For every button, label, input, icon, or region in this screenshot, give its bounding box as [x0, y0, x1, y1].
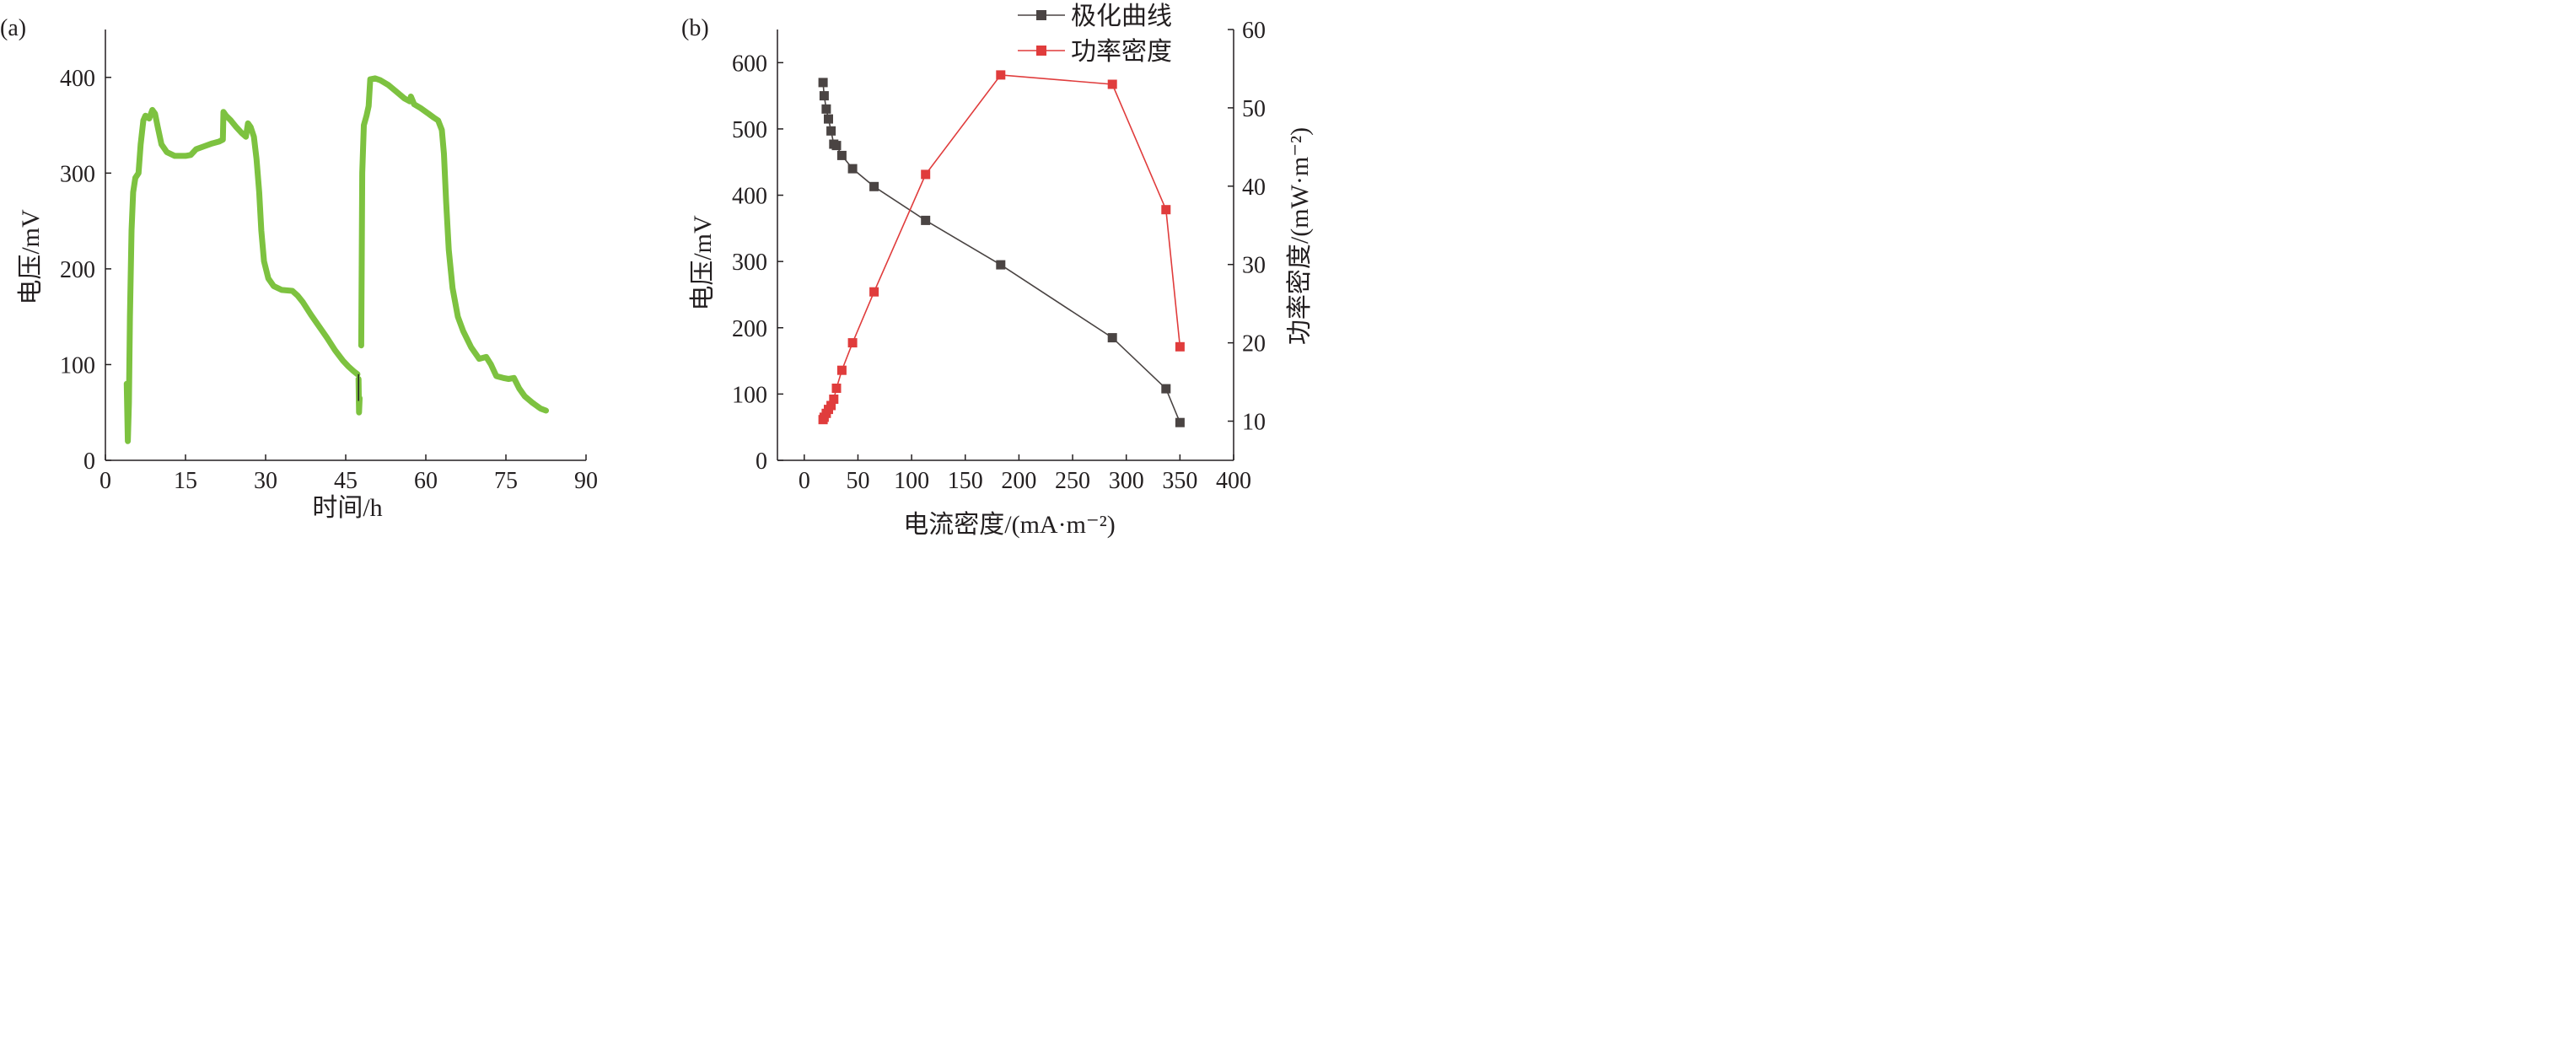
y-tick-label: 400	[732, 184, 767, 210]
y2-tick-label: 20	[1242, 331, 1266, 357]
power-point	[836, 365, 847, 375]
y2-tick-label: 10	[1242, 410, 1266, 436]
power-line	[822, 74, 1181, 421]
polarization-point	[869, 181, 879, 191]
voltage-line-segment-1	[123, 106, 361, 444]
power-point	[1175, 341, 1185, 352]
x-tick-label: 0	[799, 468, 810, 494]
x-tick-label: 0	[99, 468, 111, 494]
x-tick-label: 400	[1216, 468, 1251, 494]
power-point	[831, 384, 842, 393]
polarization-point	[831, 141, 842, 151]
power-point	[829, 395, 839, 404]
power-point	[847, 338, 858, 348]
polarization-point	[821, 104, 831, 114]
x-ticks: 0 15 30 45 60 75 90	[99, 454, 598, 494]
polarization-point	[921, 215, 931, 225]
panel-label-b: (b)	[681, 15, 709, 41]
polarization-point	[826, 126, 836, 136]
y-tick-label: 300	[732, 250, 767, 276]
polarization-point	[824, 114, 833, 124]
y-tick-label: 200	[732, 316, 767, 342]
polarization-point	[1161, 384, 1171, 394]
x-tick-label: 15	[174, 468, 197, 494]
polarization-point	[818, 78, 828, 88]
y2-tick-label: 50	[1242, 96, 1266, 122]
power-point	[921, 169, 931, 180]
x-tick-label: 60	[414, 468, 438, 494]
legend-marker-power	[1036, 46, 1046, 56]
y2-ticks: 10 20 30 40 50 60	[1228, 18, 1266, 436]
x-tick-label: 150	[948, 468, 983, 494]
x-tick-label: 45	[334, 468, 358, 494]
x-axis-title: 电流密度/(mA·m⁻²)	[903, 511, 1115, 539]
x-axis-title: 时间/h	[312, 494, 382, 522]
power-point	[1107, 79, 1117, 89]
polarization-point	[996, 260, 1006, 270]
polarization-point	[836, 150, 847, 160]
x-tick-label: 250	[1055, 468, 1090, 494]
y-tick-label: 500	[732, 117, 767, 143]
y-tick-label: 0	[83, 449, 95, 475]
polarization-line	[822, 82, 1181, 423]
x-ticks: 0 50 100 150 200 250 300 350 400	[799, 454, 1251, 494]
power-point	[826, 400, 836, 411]
power-point	[1161, 205, 1171, 215]
y-tick-label: 100	[732, 382, 767, 408]
polarization-point	[819, 91, 829, 101]
series-voltage-group	[123, 75, 549, 444]
y-tick-label: 200	[60, 257, 95, 283]
y-tick-label: 0	[756, 449, 767, 475]
y-tick-label: 600	[732, 51, 767, 77]
y2-tick-label: 40	[1242, 175, 1266, 201]
polarization-point	[1175, 417, 1185, 427]
y-tick-label: 300	[60, 161, 95, 187]
power-point	[869, 287, 879, 297]
y-tick-label: 400	[60, 66, 95, 92]
y-axis-title: 电压/mV	[17, 209, 45, 305]
legend-marker-polarization	[1036, 10, 1046, 20]
chart-panel-b: (b) 0 50 100 150 200 250 300 350 400 0 100 200 300 4…	[681, 3, 1314, 539]
y2-tick-label: 30	[1242, 253, 1266, 279]
y-ticks: 0 100 200 300 400	[60, 66, 111, 475]
polarization-point	[847, 164, 858, 174]
y2-axis-title: 功率密度/(mW·m⁻²)	[1286, 127, 1314, 345]
voltage-line-segment-3	[358, 75, 549, 414]
series-group	[818, 70, 1185, 427]
x-tick-label: 200	[1001, 468, 1036, 494]
y-tick-label: 100	[60, 352, 95, 379]
y-axis-title: 电压/mV	[689, 215, 717, 311]
x-tick-label: 350	[1162, 468, 1197, 494]
legend-label-power: 功率密度	[1071, 38, 1172, 66]
y2-tick-label: 60	[1242, 18, 1266, 44]
x-tick-label: 75	[494, 468, 518, 494]
x-tick-label: 100	[894, 468, 929, 494]
legend: 极化曲线 功率密度	[1018, 3, 1172, 66]
x-tick-label: 90	[574, 468, 598, 494]
x-tick-label: 50	[846, 468, 869, 494]
y-ticks: 0 100 200 300 400 500 600	[732, 51, 783, 475]
panel-label-a: (a)	[0, 15, 26, 41]
polarization-point	[1107, 333, 1117, 343]
legend-label-polarization: 极化曲线	[1071, 3, 1172, 30]
x-tick-label: 300	[1109, 468, 1144, 494]
chart-panel-a: (a) 0 15 30 45 60 75 90 0 100 200 300 400 时间/h 电压/…	[0, 15, 598, 522]
x-tick-label: 30	[254, 468, 277, 494]
power-point	[996, 70, 1006, 80]
